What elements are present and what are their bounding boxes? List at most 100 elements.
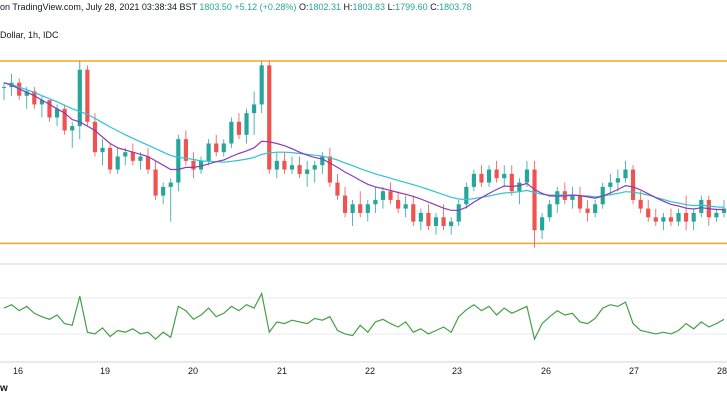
candle-body[interactable] <box>540 217 545 231</box>
candle-body[interactable] <box>426 212 431 226</box>
candle-body[interactable] <box>585 208 590 213</box>
candle-body[interactable] <box>608 182 613 187</box>
candle-body[interactable] <box>388 191 393 200</box>
candle-body[interactable] <box>433 217 439 226</box>
candle-body[interactable] <box>221 143 226 153</box>
candle-body[interactable] <box>282 160 287 170</box>
candle-body[interactable] <box>691 212 696 222</box>
candle-body[interactable] <box>653 217 658 222</box>
candle-body[interactable] <box>206 143 211 161</box>
candle-body[interactable] <box>532 169 537 231</box>
candle-body[interactable] <box>153 169 158 196</box>
candle-body[interactable] <box>108 147 113 170</box>
candle-body[interactable] <box>32 91 37 105</box>
candle-body[interactable] <box>24 91 29 96</box>
candle-body[interactable] <box>661 217 666 222</box>
high-value: 1803.83 <box>352 2 386 12</box>
candle-body[interactable] <box>441 217 446 226</box>
candle-body[interactable] <box>714 212 719 218</box>
candle-body[interactable] <box>138 156 143 161</box>
candle-body[interactable] <box>289 165 295 170</box>
candle-body[interactable] <box>721 208 727 213</box>
open-label: O: <box>298 2 309 12</box>
candle-body[interactable] <box>297 165 302 174</box>
candle-body[interactable] <box>638 199 643 209</box>
candle-body[interactable] <box>380 191 386 200</box>
candle-body[interactable] <box>145 156 151 170</box>
candle-body[interactable] <box>267 65 272 170</box>
candle-body[interactable] <box>327 156 332 183</box>
candle-body[interactable] <box>509 173 514 192</box>
candle-body[interactable] <box>85 69 90 122</box>
candle-body[interactable] <box>244 113 249 135</box>
candle-body[interactable] <box>502 173 507 179</box>
candle-body[interactable] <box>312 165 317 170</box>
x-tick-label: 27 <box>629 366 639 376</box>
candle-body[interactable] <box>494 169 499 179</box>
time-axis[interactable]: 16 19 20 21 22 23 26 27 28 <box>13 366 727 376</box>
candle-body[interactable] <box>403 204 408 209</box>
candle-body[interactable] <box>236 121 242 135</box>
x-tick-label: 16 <box>13 366 23 376</box>
candle-body[interactable] <box>214 143 219 153</box>
candle-body[interactable] <box>70 126 75 131</box>
candle-body[interactable] <box>464 186 469 205</box>
candle-body[interactable] <box>555 191 560 205</box>
candle-body[interactable] <box>524 169 530 183</box>
candle-body[interactable] <box>130 152 135 161</box>
candle-body[interactable] <box>47 100 52 118</box>
candle-body[interactable] <box>176 139 181 183</box>
candle-body[interactable] <box>570 195 575 200</box>
x-tick-label: 23 <box>452 366 462 376</box>
candle-body[interactable] <box>449 221 454 226</box>
candle-body[interactable] <box>668 217 674 222</box>
candle-body[interactable] <box>229 121 234 144</box>
candle-body[interactable] <box>630 169 636 200</box>
ema-fast-line <box>3 82 724 211</box>
candle-body[interactable] <box>365 204 370 213</box>
candle-body[interactable] <box>198 160 204 170</box>
candle-body[interactable] <box>320 156 325 166</box>
candle-body[interactable] <box>191 160 196 170</box>
candle-body[interactable] <box>115 156 120 170</box>
candle-body[interactable] <box>77 69 82 127</box>
candle-body[interactable] <box>1 87 7 89</box>
candle-body[interactable] <box>517 182 522 192</box>
candle-body[interactable] <box>547 204 552 218</box>
candle-body[interactable] <box>183 139 188 161</box>
candle-body[interactable] <box>335 182 340 196</box>
candle-body[interactable] <box>168 182 173 187</box>
candle-body[interactable] <box>62 108 67 131</box>
candle-body[interactable] <box>396 199 401 209</box>
candle-body[interactable] <box>486 169 492 183</box>
candle-body[interactable] <box>342 195 348 213</box>
candle-body[interactable] <box>161 186 166 196</box>
candle-body[interactable] <box>676 212 681 222</box>
low-value: 1799.60 <box>395 2 428 12</box>
candle-body[interactable] <box>699 199 704 213</box>
candle-body[interactable] <box>684 212 689 222</box>
candle-body[interactable] <box>350 204 355 213</box>
candle-body[interactable] <box>411 204 416 222</box>
candle-body[interactable] <box>418 212 423 222</box>
candle-body[interactable] <box>479 173 484 183</box>
candle-body[interactable] <box>593 204 598 213</box>
candle-body[interactable] <box>305 169 310 174</box>
candle-body[interactable] <box>577 195 583 209</box>
candle-body[interactable] <box>456 204 461 222</box>
candle-body[interactable] <box>100 147 105 153</box>
candle-body[interactable] <box>471 173 476 187</box>
candle-body[interactable] <box>623 169 628 179</box>
candle-body[interactable] <box>252 104 257 114</box>
candle-body[interactable] <box>259 65 264 105</box>
candle-body[interactable] <box>373 199 378 205</box>
candle-body[interactable] <box>358 204 363 213</box>
candle-body[interactable] <box>274 160 279 170</box>
candle-body[interactable] <box>646 208 651 218</box>
candle-body[interactable] <box>123 152 128 157</box>
candle-body[interactable] <box>54 108 60 118</box>
candle-body[interactable] <box>92 121 98 153</box>
candle-body[interactable] <box>615 178 620 183</box>
candle-body[interactable] <box>39 100 44 105</box>
